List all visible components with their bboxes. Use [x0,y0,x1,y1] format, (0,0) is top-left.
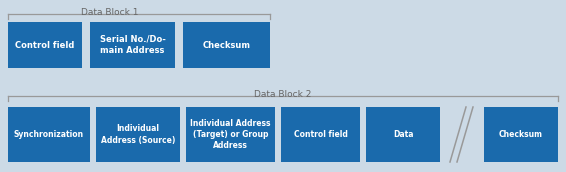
Bar [366,107,440,162]
Text: Individual
Address (Source): Individual Address (Source) [101,125,175,144]
Text: Data: Data [393,130,413,139]
Bar [186,107,275,162]
Bar [183,22,270,68]
Text: Individual Address
(Target) or Group
Address: Individual Address (Target) or Group Add… [190,119,271,150]
Text: Control field: Control field [294,130,348,139]
Bar [90,22,175,68]
Bar [484,107,558,162]
Bar [8,107,90,162]
Bar [281,107,360,162]
Text: Synchronization: Synchronization [14,130,84,139]
Text: Serial No./Do-
main Address: Serial No./Do- main Address [100,35,165,55]
Text: Control field: Control field [15,40,75,50]
Text: Checksum: Checksum [203,40,251,50]
Bar [96,107,180,162]
Text: Data Block 2: Data Block 2 [254,90,312,99]
Bar [8,22,82,68]
Text: Checksum: Checksum [499,130,543,139]
Text: Data Block 1: Data Block 1 [82,8,139,17]
